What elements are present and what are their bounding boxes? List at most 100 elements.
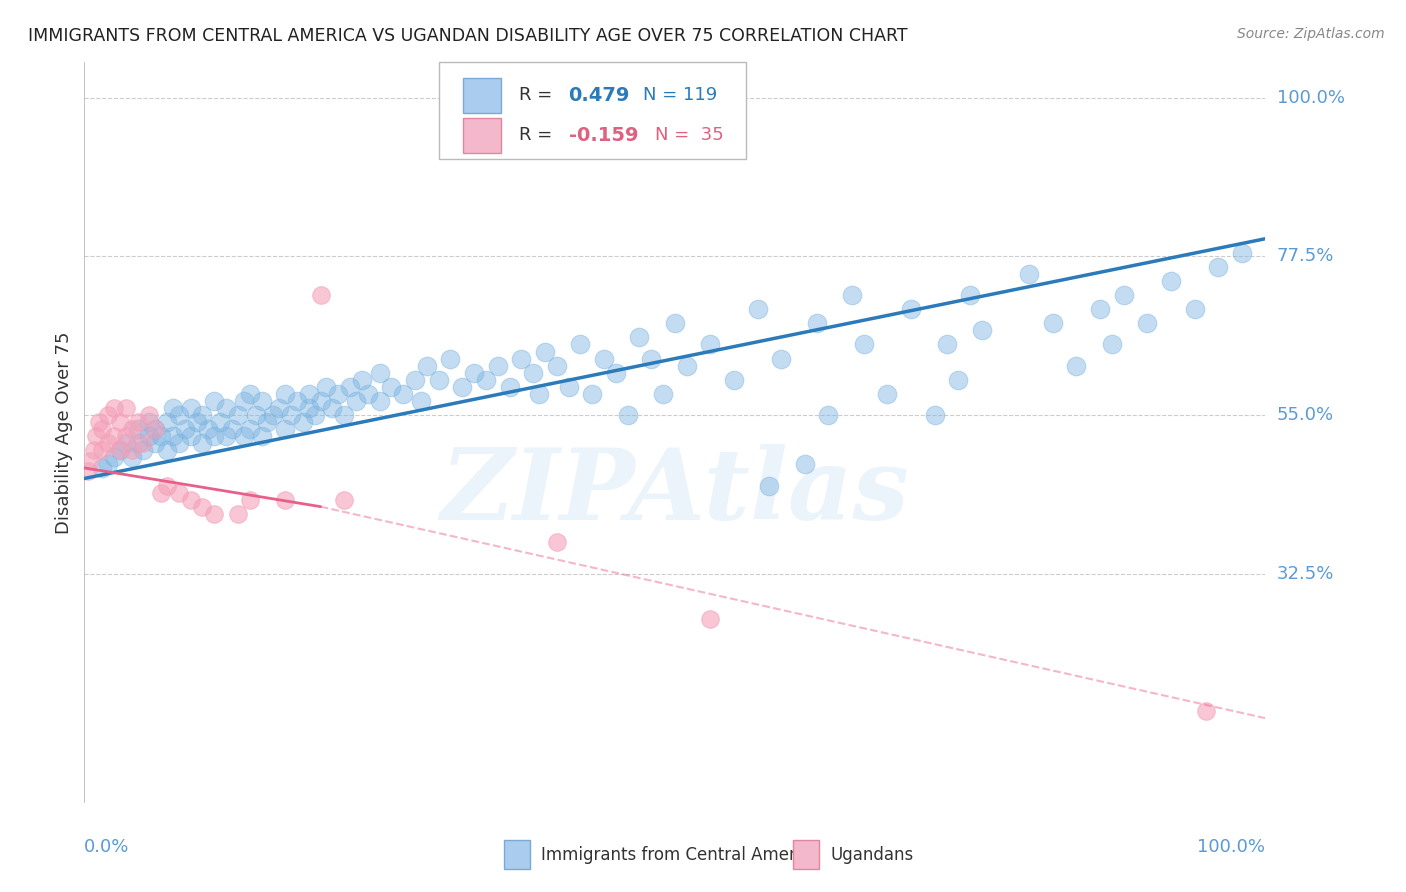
Text: Source: ZipAtlas.com: Source: ZipAtlas.com: [1237, 27, 1385, 41]
Point: [226, 408, 249, 422]
Point: [309, 393, 332, 408]
Point: [87, 415, 110, 429]
Text: R =: R =: [519, 87, 558, 104]
Y-axis label: Disability Age Over 75: Disability Age Over 75: [55, 331, 73, 534]
Point: [197, 422, 219, 436]
Point: [221, 422, 243, 436]
Point: [723, 373, 745, 387]
Text: R =: R =: [519, 127, 558, 145]
Point: [191, 436, 214, 450]
Point: [463, 366, 485, 380]
Point: [143, 436, 166, 450]
Point: [546, 359, 568, 373]
Point: [156, 415, 179, 429]
Point: [91, 443, 114, 458]
Point: [274, 387, 297, 401]
Text: 77.5%: 77.5%: [1277, 247, 1334, 265]
Point: [127, 436, 149, 450]
Point: [1136, 316, 1159, 330]
Point: [132, 436, 155, 450]
Point: [121, 422, 143, 436]
Point: [380, 380, 402, 394]
Point: [333, 492, 356, 507]
Point: [215, 401, 238, 415]
Text: 32.5%: 32.5%: [1277, 565, 1334, 582]
Point: [150, 429, 173, 443]
Point: [569, 337, 592, 351]
Point: [298, 401, 321, 415]
Point: [416, 359, 439, 373]
Point: [97, 436, 120, 450]
Point: [876, 387, 898, 401]
Point: [114, 436, 136, 450]
Point: [121, 450, 143, 465]
Point: [132, 443, 155, 458]
Point: [280, 408, 302, 422]
Point: [209, 415, 232, 429]
Point: [675, 359, 697, 373]
Point: [935, 337, 957, 351]
Point: [298, 387, 321, 401]
Point: [239, 492, 262, 507]
Text: IMMIGRANTS FROM CENTRAL AMERICA VS UGANDAN DISABILITY AGE OVER 75 CORRELATION CH: IMMIGRANTS FROM CENTRAL AMERICA VS UGAND…: [28, 27, 908, 45]
Text: ZIPAtlas: ZIPAtlas: [440, 443, 910, 540]
Point: [321, 401, 343, 415]
Point: [114, 429, 136, 443]
Point: [77, 464, 100, 478]
Point: [180, 429, 202, 443]
Bar: [464, 118, 502, 153]
Point: [232, 393, 254, 408]
Point: [1088, 302, 1111, 317]
Point: [640, 351, 662, 366]
Point: [97, 458, 120, 472]
Point: [758, 478, 780, 492]
Point: [328, 387, 350, 401]
Text: -0.159: -0.159: [568, 126, 638, 145]
Point: [409, 393, 432, 408]
Point: [232, 429, 254, 443]
Point: [1018, 267, 1040, 281]
Point: [970, 323, 993, 337]
Point: [486, 359, 509, 373]
Point: [628, 330, 651, 344]
Point: [127, 415, 149, 429]
Point: [368, 393, 391, 408]
Point: [97, 408, 120, 422]
Point: [202, 429, 225, 443]
Point: [108, 443, 131, 458]
Point: [427, 373, 450, 387]
Point: [215, 429, 238, 443]
Point: [167, 485, 190, 500]
Point: [357, 387, 380, 401]
Point: [581, 387, 603, 401]
Point: [605, 366, 627, 380]
Point: [245, 408, 267, 422]
Point: [451, 380, 474, 394]
Text: 0.479: 0.479: [568, 86, 630, 105]
Point: [616, 408, 638, 422]
Bar: [464, 78, 502, 113]
Point: [180, 401, 202, 415]
Point: [557, 380, 579, 394]
Point: [156, 443, 179, 458]
Point: [475, 373, 498, 387]
Point: [138, 408, 160, 422]
Point: [180, 492, 202, 507]
Point: [1206, 260, 1229, 274]
Point: [1230, 245, 1253, 260]
Point: [108, 443, 131, 458]
Point: [269, 401, 291, 415]
Point: [162, 401, 184, 415]
Text: Immigrants from Central America: Immigrants from Central America: [541, 846, 820, 863]
Point: [510, 351, 533, 366]
Point: [150, 485, 173, 500]
Point: [699, 612, 721, 626]
Point: [114, 401, 136, 415]
Point: [143, 422, 166, 436]
Point: [167, 408, 190, 422]
Point: [350, 373, 373, 387]
Point: [1112, 288, 1135, 302]
Point: [103, 401, 125, 415]
Point: [250, 429, 273, 443]
Point: [527, 387, 550, 401]
